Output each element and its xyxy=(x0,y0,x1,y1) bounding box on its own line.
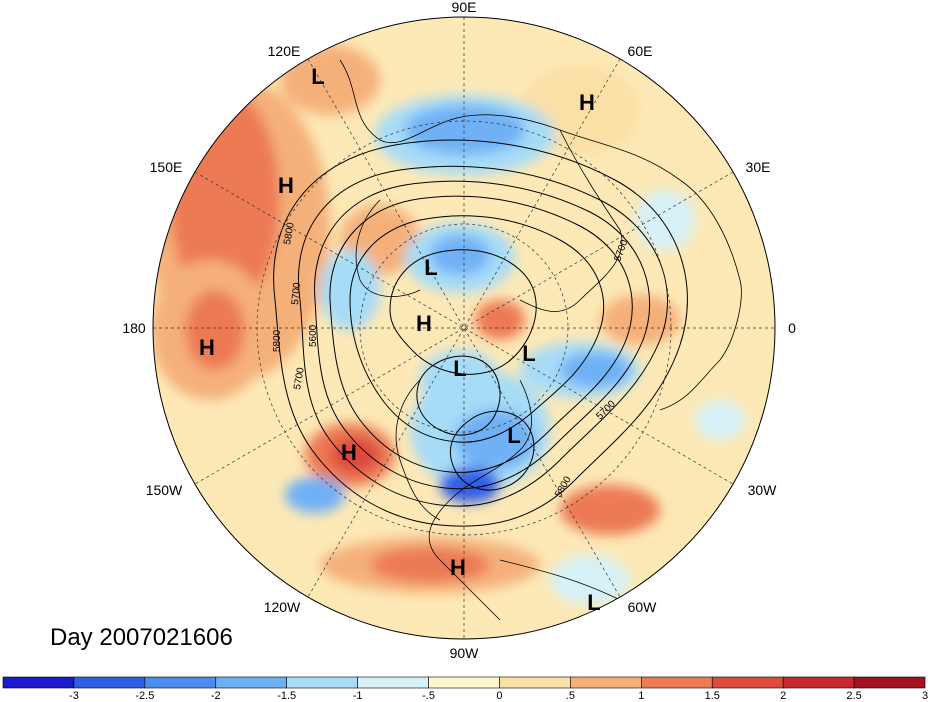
pressure-center-low: L xyxy=(522,341,535,366)
colorbar-tick-label: 3 xyxy=(922,690,928,702)
colorbar-swatch xyxy=(711,676,784,689)
lon-label-150e: 150E xyxy=(150,159,183,175)
colorbar-tick-label: -1 xyxy=(353,690,363,702)
lon-label-120w: 120W xyxy=(264,599,301,615)
colorbar-swatch xyxy=(73,676,146,689)
colorbar-tick-label: -2.5 xyxy=(135,690,154,702)
colorbar: -3 -2.5 -2 -1.5 -1 -.5 0 .5 1 1.5 2 2.5 3 xyxy=(2,676,928,702)
colorbar-tick-label: -1.5 xyxy=(277,690,296,702)
lat-lon-grid xyxy=(153,17,775,639)
pressure-center-high: H xyxy=(199,335,215,360)
pressure-center-high: H xyxy=(450,555,466,580)
colorbar-tick-label: -.5 xyxy=(422,690,435,702)
colorbar-swatch xyxy=(641,676,713,689)
contour-label: 5700 xyxy=(290,282,303,306)
pressure-center-low: L xyxy=(453,356,466,381)
pressure-center-low: L xyxy=(507,423,520,448)
lon-label-60w: 60W xyxy=(628,599,658,615)
pressure-center-low: L xyxy=(311,64,324,89)
contour-label: 5800 xyxy=(272,329,283,352)
lon-label-120e: 120E xyxy=(268,43,301,59)
contour-label: 5700 xyxy=(292,366,307,390)
lon-label-30w: 30W xyxy=(748,482,778,498)
contour-label: 5800 xyxy=(282,221,297,245)
colorbar-tick-label: 2.5 xyxy=(846,690,861,702)
map-title: Day 2007021606 xyxy=(50,624,233,651)
colorbar-swatch xyxy=(570,676,642,689)
anomaly-field xyxy=(153,17,775,639)
colorbar-swatch xyxy=(286,676,358,689)
lon-label-0: 0 xyxy=(788,320,796,336)
colorbar-swatch xyxy=(357,676,429,689)
colorbar-tick-label: 1 xyxy=(638,690,644,702)
colorbar-tick-label: 2 xyxy=(780,690,786,702)
colorbar-swatch xyxy=(144,676,217,689)
lon-label-90w: 90W xyxy=(450,645,480,661)
contour-label: 5600 xyxy=(308,324,319,347)
colorbar-tick-label: .5 xyxy=(566,690,575,702)
pressure-center-high: H xyxy=(579,90,595,115)
colorbar-swatch xyxy=(499,676,571,689)
pressure-centers: L H H L H H L L L H H L xyxy=(199,64,601,615)
colorbar-tick-label: 1.5 xyxy=(705,690,720,702)
pressure-center-high: H xyxy=(341,440,357,465)
longitude-labels: 90E 120E 60E 150E 30E 180 0 150W 30W 120… xyxy=(122,0,796,661)
pressure-center-high: H xyxy=(416,311,432,336)
pressure-center-high: H xyxy=(278,173,294,198)
colorbar-swatch xyxy=(215,676,287,689)
lon-label-90e: 90E xyxy=(452,0,477,15)
pressure-center-low: L xyxy=(587,590,600,615)
colorbar-swatch xyxy=(2,676,75,689)
colorbar-tick-label: 0 xyxy=(496,690,502,702)
colorbar-tick-label: -2 xyxy=(211,690,221,702)
lon-label-60e: 60E xyxy=(628,43,653,59)
map-border xyxy=(152,16,776,640)
colorbar-tick-label: -3 xyxy=(69,690,79,702)
pressure-center-low: L xyxy=(424,255,437,280)
height-contours xyxy=(273,139,688,527)
colorbar-swatch xyxy=(853,676,926,689)
lon-label-30e: 30E xyxy=(746,159,771,175)
colorbar-swatch xyxy=(428,676,500,689)
lon-label-180: 180 xyxy=(122,320,146,336)
lon-label-150w: 150W xyxy=(146,482,183,498)
colorbar-swatch xyxy=(782,676,855,689)
